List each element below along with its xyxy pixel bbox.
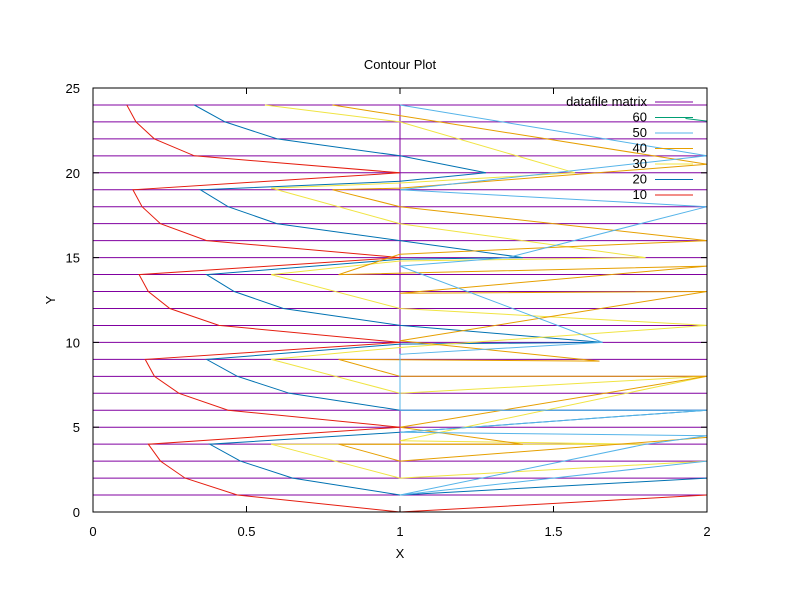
x-tick-label: 1 bbox=[396, 524, 403, 539]
y-tick-label: 10 bbox=[66, 335, 80, 350]
x-axis-label: X bbox=[396, 546, 405, 561]
legend-label: 30 bbox=[633, 156, 647, 171]
legend-label: 60 bbox=[633, 110, 647, 125]
legend-label: 20 bbox=[633, 172, 647, 187]
y-tick-label: 5 bbox=[73, 420, 80, 435]
y-tick-label: 15 bbox=[66, 251, 80, 266]
series-layer bbox=[126, 104, 708, 513]
legend-label: 10 bbox=[633, 187, 647, 202]
y-tick-label: 25 bbox=[66, 81, 80, 96]
legend-label: 40 bbox=[633, 141, 647, 156]
x-tick-label: 2 bbox=[703, 524, 710, 539]
x-tick-label: 0 bbox=[89, 524, 96, 539]
legend-label: 50 bbox=[633, 125, 647, 140]
contour-line-60 bbox=[685, 118, 708, 122]
legend-label: datafile matrix bbox=[566, 94, 647, 109]
contour-line-20 bbox=[194, 104, 708, 496]
chart-title: Contour Plot bbox=[364, 57, 437, 72]
x-tick-label: 0.5 bbox=[237, 524, 255, 539]
contour-line-30 bbox=[264, 104, 708, 479]
y-axis-label: Y bbox=[43, 295, 58, 304]
y-tick-label: 0 bbox=[73, 505, 80, 520]
contour-line-10 bbox=[126, 104, 708, 513]
x-tick-label: 1.5 bbox=[544, 524, 562, 539]
contour-line-50 bbox=[399, 104, 708, 496]
y-tick-label: 20 bbox=[66, 166, 80, 181]
